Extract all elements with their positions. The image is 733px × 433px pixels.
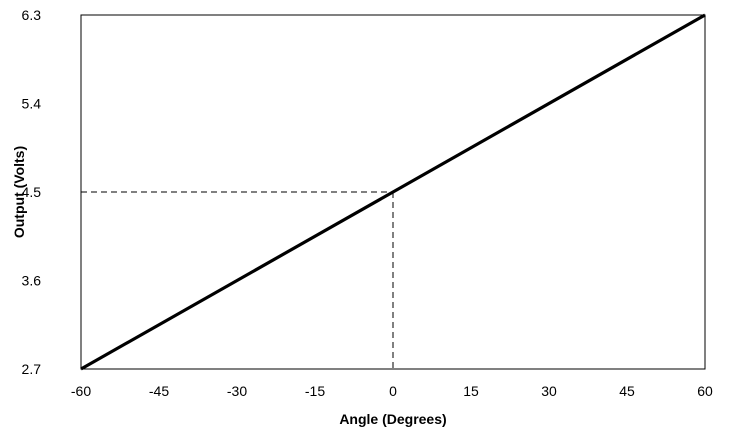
y-tick-label: 2.7 bbox=[22, 361, 42, 377]
y-axis-ticks: 2.7 3.6 4.5 5.4 6.3 bbox=[22, 7, 42, 377]
y-axis-title: Output (Volts) bbox=[11, 146, 27, 238]
x-tick-label: 45 bbox=[619, 383, 635, 399]
x-tick-label: -30 bbox=[227, 383, 247, 399]
x-tick-label: 30 bbox=[541, 383, 557, 399]
series-line-0 bbox=[80, 13, 706, 371]
plot-frame bbox=[80, 14, 706, 370]
x-tick-label: 15 bbox=[463, 383, 479, 399]
x-axis-ticks: -60 -45 -30 -15 0 15 30 45 60 bbox=[71, 383, 713, 399]
x-tick-label: 60 bbox=[697, 383, 713, 399]
y-tick-label: 6.3 bbox=[22, 7, 42, 23]
y-tick-label: 5.4 bbox=[22, 96, 42, 112]
y-tick-label: 4.5 bbox=[22, 184, 42, 200]
y-tick-label: 3.6 bbox=[22, 273, 42, 289]
x-tick-label: -15 bbox=[305, 383, 325, 399]
plot-layer bbox=[80, 13, 706, 371]
x-tick-label: 0 bbox=[389, 383, 397, 399]
x-tick-label: -60 bbox=[71, 383, 91, 399]
x-axis-title: Angle (Degrees) bbox=[339, 411, 446, 427]
x-tick-label: -45 bbox=[149, 383, 169, 399]
